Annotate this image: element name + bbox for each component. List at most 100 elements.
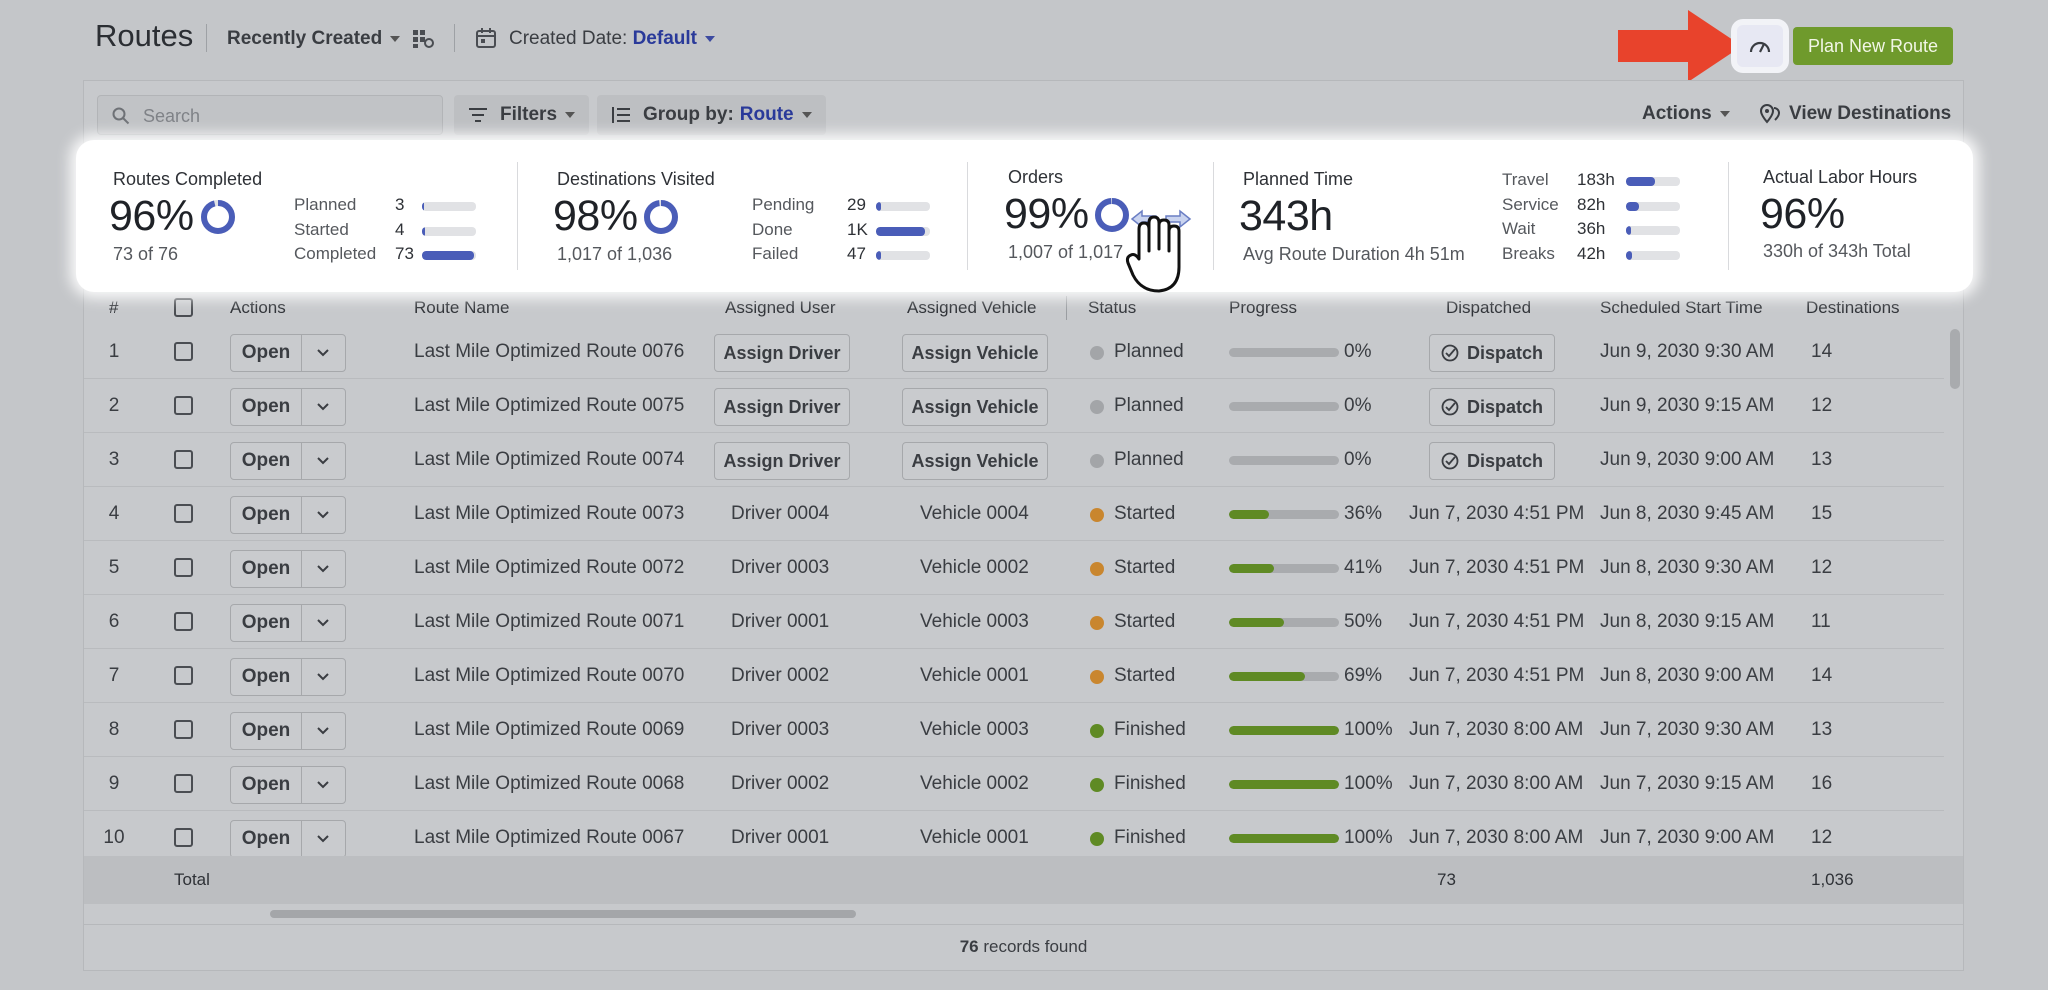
- assign-driver-button[interactable]: Assign Driver: [714, 442, 850, 480]
- assign-vehicle-button[interactable]: Assign Vehicle: [902, 334, 1048, 372]
- chevron-down-icon[interactable]: [313, 614, 333, 632]
- chevron-down-icon[interactable]: [313, 776, 333, 794]
- open-button[interactable]: Open: [231, 497, 302, 533]
- chevron-down-icon[interactable]: [313, 830, 333, 848]
- table-row[interactable]: 10 Open Last Mile Optimized Route 0067 Driv…: [84, 811, 1944, 865]
- select-all-checkbox[interactable]: [174, 298, 193, 317]
- open-button[interactable]: Open: [231, 551, 302, 587]
- filter-icon: [469, 108, 487, 122]
- assign-vehicle-button[interactable]: Assign Vehicle: [902, 388, 1048, 426]
- row-checkbox[interactable]: [174, 558, 193, 577]
- assigned-user: Driver 0002: [731, 665, 830, 686]
- search-input[interactable]: Search: [97, 95, 443, 135]
- col-header-assigned-user[interactable]: Assigned User: [725, 298, 836, 317]
- progress-percent: 50%: [1344, 611, 1383, 632]
- col-header-assigned-vehicle[interactable]: Assigned Vehicle: [907, 298, 1037, 317]
- table-row[interactable]: 7 Open Last Mile Optimized Route 0070 Drive…: [84, 649, 1944, 703]
- col-header-scheduled-start[interactable]: Scheduled Start Time: [1600, 298, 1763, 317]
- status-dot: [1090, 832, 1104, 846]
- row-checkbox[interactable]: [174, 396, 193, 415]
- group-by-dropdown[interactable]: Group by: Route: [597, 95, 826, 135]
- table-row[interactable]: 3 Open Last Mile Optimized Route 0074 Assig…: [84, 433, 1944, 487]
- column-settings-icon[interactable]: [412, 29, 434, 49]
- assign-driver-button[interactable]: Assign Driver: [714, 388, 850, 426]
- chevron-down-icon[interactable]: [313, 398, 333, 416]
- actions-label: Actions: [1642, 103, 1712, 124]
- chevron-down-icon[interactable]: [313, 560, 333, 578]
- breakdown-value: 36h: [1577, 219, 1606, 238]
- row-checkbox[interactable]: [174, 774, 193, 793]
- sort-dropdown[interactable]: Recently Created: [227, 28, 401, 50]
- open-button-group: Open: [230, 496, 346, 534]
- col-header-progress[interactable]: Progress: [1229, 298, 1298, 317]
- col-header-dispatched[interactable]: Dispatched: [1446, 298, 1532, 317]
- status-label: Finished: [1114, 719, 1186, 740]
- created-date-dropdown[interactable]: Created Date: Default: [509, 28, 715, 50]
- chevron-down-icon[interactable]: [313, 722, 333, 740]
- plan-new-route-button[interactable]: Plan New Route: [1793, 27, 1953, 65]
- progress-bar-fill: [1229, 726, 1339, 735]
- table-row[interactable]: 8 Open Last Mile Optimized Route 0069 Drive…: [84, 703, 1944, 757]
- row-checkbox[interactable]: [174, 342, 193, 361]
- row-checkbox[interactable]: [174, 828, 193, 847]
- total-row: Total 73 1,036: [84, 856, 1963, 904]
- open-button[interactable]: Open: [231, 605, 302, 641]
- chevron-down-icon[interactable]: [313, 452, 333, 470]
- summary-toggle-button[interactable]: [1737, 25, 1783, 67]
- open-button[interactable]: Open: [231, 335, 302, 371]
- row-checkbox[interactable]: [174, 504, 193, 523]
- actions-dropdown[interactable]: Actions: [1642, 103, 1730, 125]
- row-checkbox[interactable]: [174, 720, 193, 739]
- table-row[interactable]: 1 Open Last Mile Optimized Route 0076 Assig…: [84, 325, 1944, 379]
- routes-completed-sub: 73 of 76: [113, 244, 179, 264]
- assigned-user: Driver 0002: [731, 773, 830, 794]
- dispatch-button[interactable]: Dispatch: [1429, 334, 1555, 372]
- check-circle-icon: [1441, 452, 1459, 470]
- filters-button[interactable]: Filters: [454, 95, 590, 135]
- open-button[interactable]: Open: [231, 659, 302, 695]
- horizontal-scrollbar[interactable]: [270, 910, 856, 918]
- vertical-scrollbar[interactable]: [1950, 329, 1960, 389]
- open-button[interactable]: Open: [231, 389, 302, 425]
- col-header-num[interactable]: #: [109, 298, 119, 317]
- col-header-route-name[interactable]: Route Name: [414, 298, 510, 317]
- dispatch-button[interactable]: Dispatch: [1429, 442, 1555, 480]
- col-header-status[interactable]: Status: [1088, 298, 1137, 317]
- row-checkbox[interactable]: [174, 666, 193, 685]
- view-destinations-button[interactable]: View Destinations: [1759, 103, 1951, 125]
- row-checkbox[interactable]: [174, 450, 193, 469]
- col-header-destinations[interactable]: Destinations: [1806, 298, 1900, 317]
- assign-vehicle-button[interactable]: Assign Vehicle: [902, 442, 1048, 480]
- open-button[interactable]: Open: [231, 821, 302, 857]
- caret-down-icon: [565, 112, 576, 118]
- table-row[interactable]: 6 Open Last Mile Optimized Route 0071 Drive…: [84, 595, 1944, 649]
- breakdown-value: 1K: [847, 219, 868, 239]
- dispatch-button[interactable]: Dispatch: [1429, 388, 1555, 426]
- status-label: Planned: [1114, 395, 1184, 416]
- breakdown-label: Pending: [752, 195, 815, 214]
- sort-dropdown-label: Recently Created: [227, 28, 383, 49]
- table-row[interactable]: 2 Open Last Mile Optimized Route 0075 Assig…: [84, 379, 1944, 433]
- calendar-icon: [476, 28, 496, 48]
- route-name: Last Mile Optimized Route 0071: [414, 611, 685, 632]
- progress-bar-fill: [1229, 564, 1275, 573]
- chevron-down-icon[interactable]: [313, 506, 333, 524]
- row-checkbox[interactable]: [174, 612, 193, 631]
- table-row[interactable]: 5 Open Last Mile Optimized Route 0072 Drive…: [84, 541, 1944, 595]
- table-row[interactable]: 9 Open Last Mile Optimized Route 0068 Drive…: [84, 757, 1944, 811]
- open-button[interactable]: Open: [231, 713, 302, 749]
- search-placeholder: Search: [143, 106, 201, 126]
- breakdown-row: Breaks 42h: [1502, 244, 1680, 266]
- table-row[interactable]: 4 Open Last Mile Optimized Route 0073 Drive…: [84, 487, 1944, 541]
- breakdown-bar: [1626, 250, 1680, 260]
- assign-driver-button[interactable]: Assign Driver: [714, 334, 850, 372]
- chevron-down-icon[interactable]: [313, 668, 333, 686]
- top-bar: Routes Recently Created Created Date: De…: [0, 0, 2048, 82]
- open-button[interactable]: Open: [231, 767, 302, 803]
- chevron-down-icon[interactable]: [313, 344, 333, 362]
- created-date-label: Created Date:: [509, 28, 628, 49]
- breakdown-row: Travel 183h: [1502, 170, 1680, 192]
- route-name: Last Mile Optimized Route 0067: [414, 827, 685, 848]
- dispatch-label: Dispatch: [1466, 342, 1544, 363]
- open-button[interactable]: Open: [231, 443, 302, 479]
